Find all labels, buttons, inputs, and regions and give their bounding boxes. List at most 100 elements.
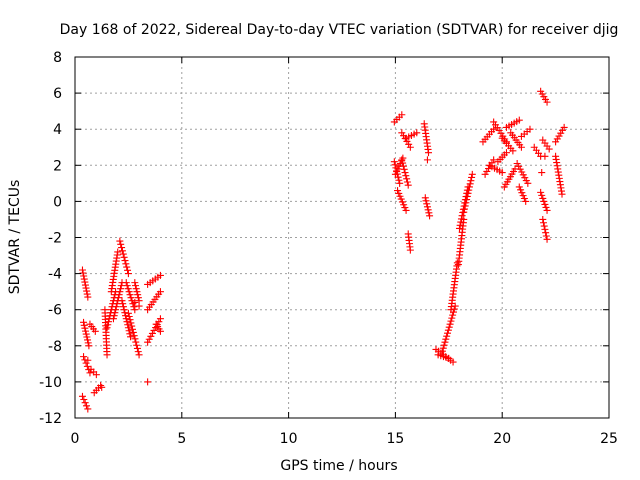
x-axis-title: GPS time / hours (280, 458, 397, 474)
data-point-marker (405, 140, 413, 148)
x-tick-label: 20 (493, 431, 511, 447)
y-tick-label: -2 (48, 231, 62, 247)
data-point-marker (539, 219, 547, 227)
data-point-marker (517, 143, 525, 151)
data-point-marker (84, 339, 92, 347)
data-point-marker (542, 203, 550, 211)
data-point-marker (125, 288, 133, 296)
data-point-marker (524, 179, 532, 187)
data-point-marker (98, 383, 106, 391)
data-point-marker (457, 218, 465, 226)
data-point-marker (81, 278, 89, 286)
y-tick-label: -4 (48, 267, 62, 283)
data-point-marker (131, 335, 139, 343)
data-point-marker (541, 225, 549, 233)
data-point-marker (465, 183, 473, 191)
data-point-marker (540, 197, 548, 205)
data-point-marker (442, 335, 450, 343)
data-point-marker (537, 188, 545, 196)
data-point-marker (555, 132, 563, 140)
data-point-marker (124, 285, 132, 293)
data-point-marker (144, 378, 152, 386)
y-tick-label: -10 (39, 375, 62, 391)
data-point-marker (111, 309, 119, 317)
data-point-marker (84, 405, 92, 413)
data-point-marker (80, 275, 88, 283)
data-point-marker (80, 395, 88, 403)
grid-lines (75, 57, 609, 418)
data-point-marker (82, 359, 90, 367)
data-point-marker (104, 321, 112, 329)
data-point-marker (133, 341, 141, 349)
data-point-marker (463, 196, 471, 204)
data-point-marker (391, 161, 399, 169)
data-point-marker (406, 246, 414, 254)
data-point-marker (421, 194, 429, 202)
data-point-marker (424, 206, 432, 214)
y-axis: -12 -10 -8 -6 -4 -2 0 2 4 6 8 (39, 50, 609, 427)
data-point-marker (126, 330, 134, 338)
data-point-marker (466, 180, 474, 188)
data-point-marker (448, 314, 456, 322)
data-point-marker (461, 202, 469, 210)
data-point-marker (460, 208, 468, 216)
data-point-marker (145, 335, 153, 343)
data-point-marker (129, 300, 137, 308)
data-point-marker (458, 212, 466, 220)
data-point-marker (132, 338, 140, 346)
data-point-marker (80, 272, 88, 280)
data-point-marker (147, 332, 155, 340)
data-point-marker (110, 312, 118, 320)
data-point-marker (422, 197, 430, 205)
data-point-marker (449, 358, 457, 366)
data-point-marker (133, 288, 141, 296)
data-point-marker (124, 266, 132, 274)
data-point-marker (483, 167, 491, 175)
data-point-marker (539, 215, 547, 223)
data-point-marker (542, 232, 550, 240)
data-point-marker (395, 176, 403, 184)
y-tick-label: -6 (48, 303, 62, 319)
data-point-marker (453, 259, 461, 267)
data-point-marker (403, 178, 411, 186)
data-point-marker (463, 192, 471, 200)
data-point-marker (399, 162, 407, 170)
y-tick-label: 4 (53, 122, 62, 138)
y-tick-label: -8 (48, 339, 62, 355)
data-point-marker (82, 402, 90, 410)
data-point-marker (135, 302, 143, 310)
data-point-marker (81, 281, 89, 289)
data-point-marker (119, 303, 127, 311)
data-point-marker (148, 329, 156, 337)
data-point-marker (122, 279, 130, 287)
data-point-marker (116, 288, 124, 296)
data-point-marker (128, 322, 136, 330)
data-point-marker (439, 344, 447, 352)
data-point-marker (117, 240, 125, 248)
data-point-marker (481, 170, 489, 178)
data-point-marker (403, 175, 411, 183)
data-point-marker (398, 111, 406, 119)
data-point-marker (518, 189, 526, 197)
data-point-marker (112, 303, 120, 311)
x-tick-label: 25 (600, 431, 618, 447)
data-point-marker (502, 149, 510, 157)
data-point-marker (118, 244, 126, 252)
data-point-marker (79, 269, 87, 277)
data-point-marker (83, 333, 91, 341)
data-point-marker (538, 169, 546, 177)
data-point-marker (447, 317, 455, 325)
data-point-marker (456, 221, 464, 229)
data-point-marker (425, 209, 433, 217)
data-point-marker (457, 215, 465, 223)
y-tick-label: -12 (39, 411, 62, 427)
data-point-marker (423, 200, 431, 208)
data-point-marker (406, 143, 414, 151)
data-point-marker (144, 338, 152, 346)
data-point-marker (127, 294, 135, 302)
data-point-marker (468, 170, 476, 178)
data-point-marker (390, 158, 398, 166)
data-point-marker (545, 145, 553, 153)
data-point-marker (81, 324, 89, 332)
data-point-marker (119, 250, 127, 258)
